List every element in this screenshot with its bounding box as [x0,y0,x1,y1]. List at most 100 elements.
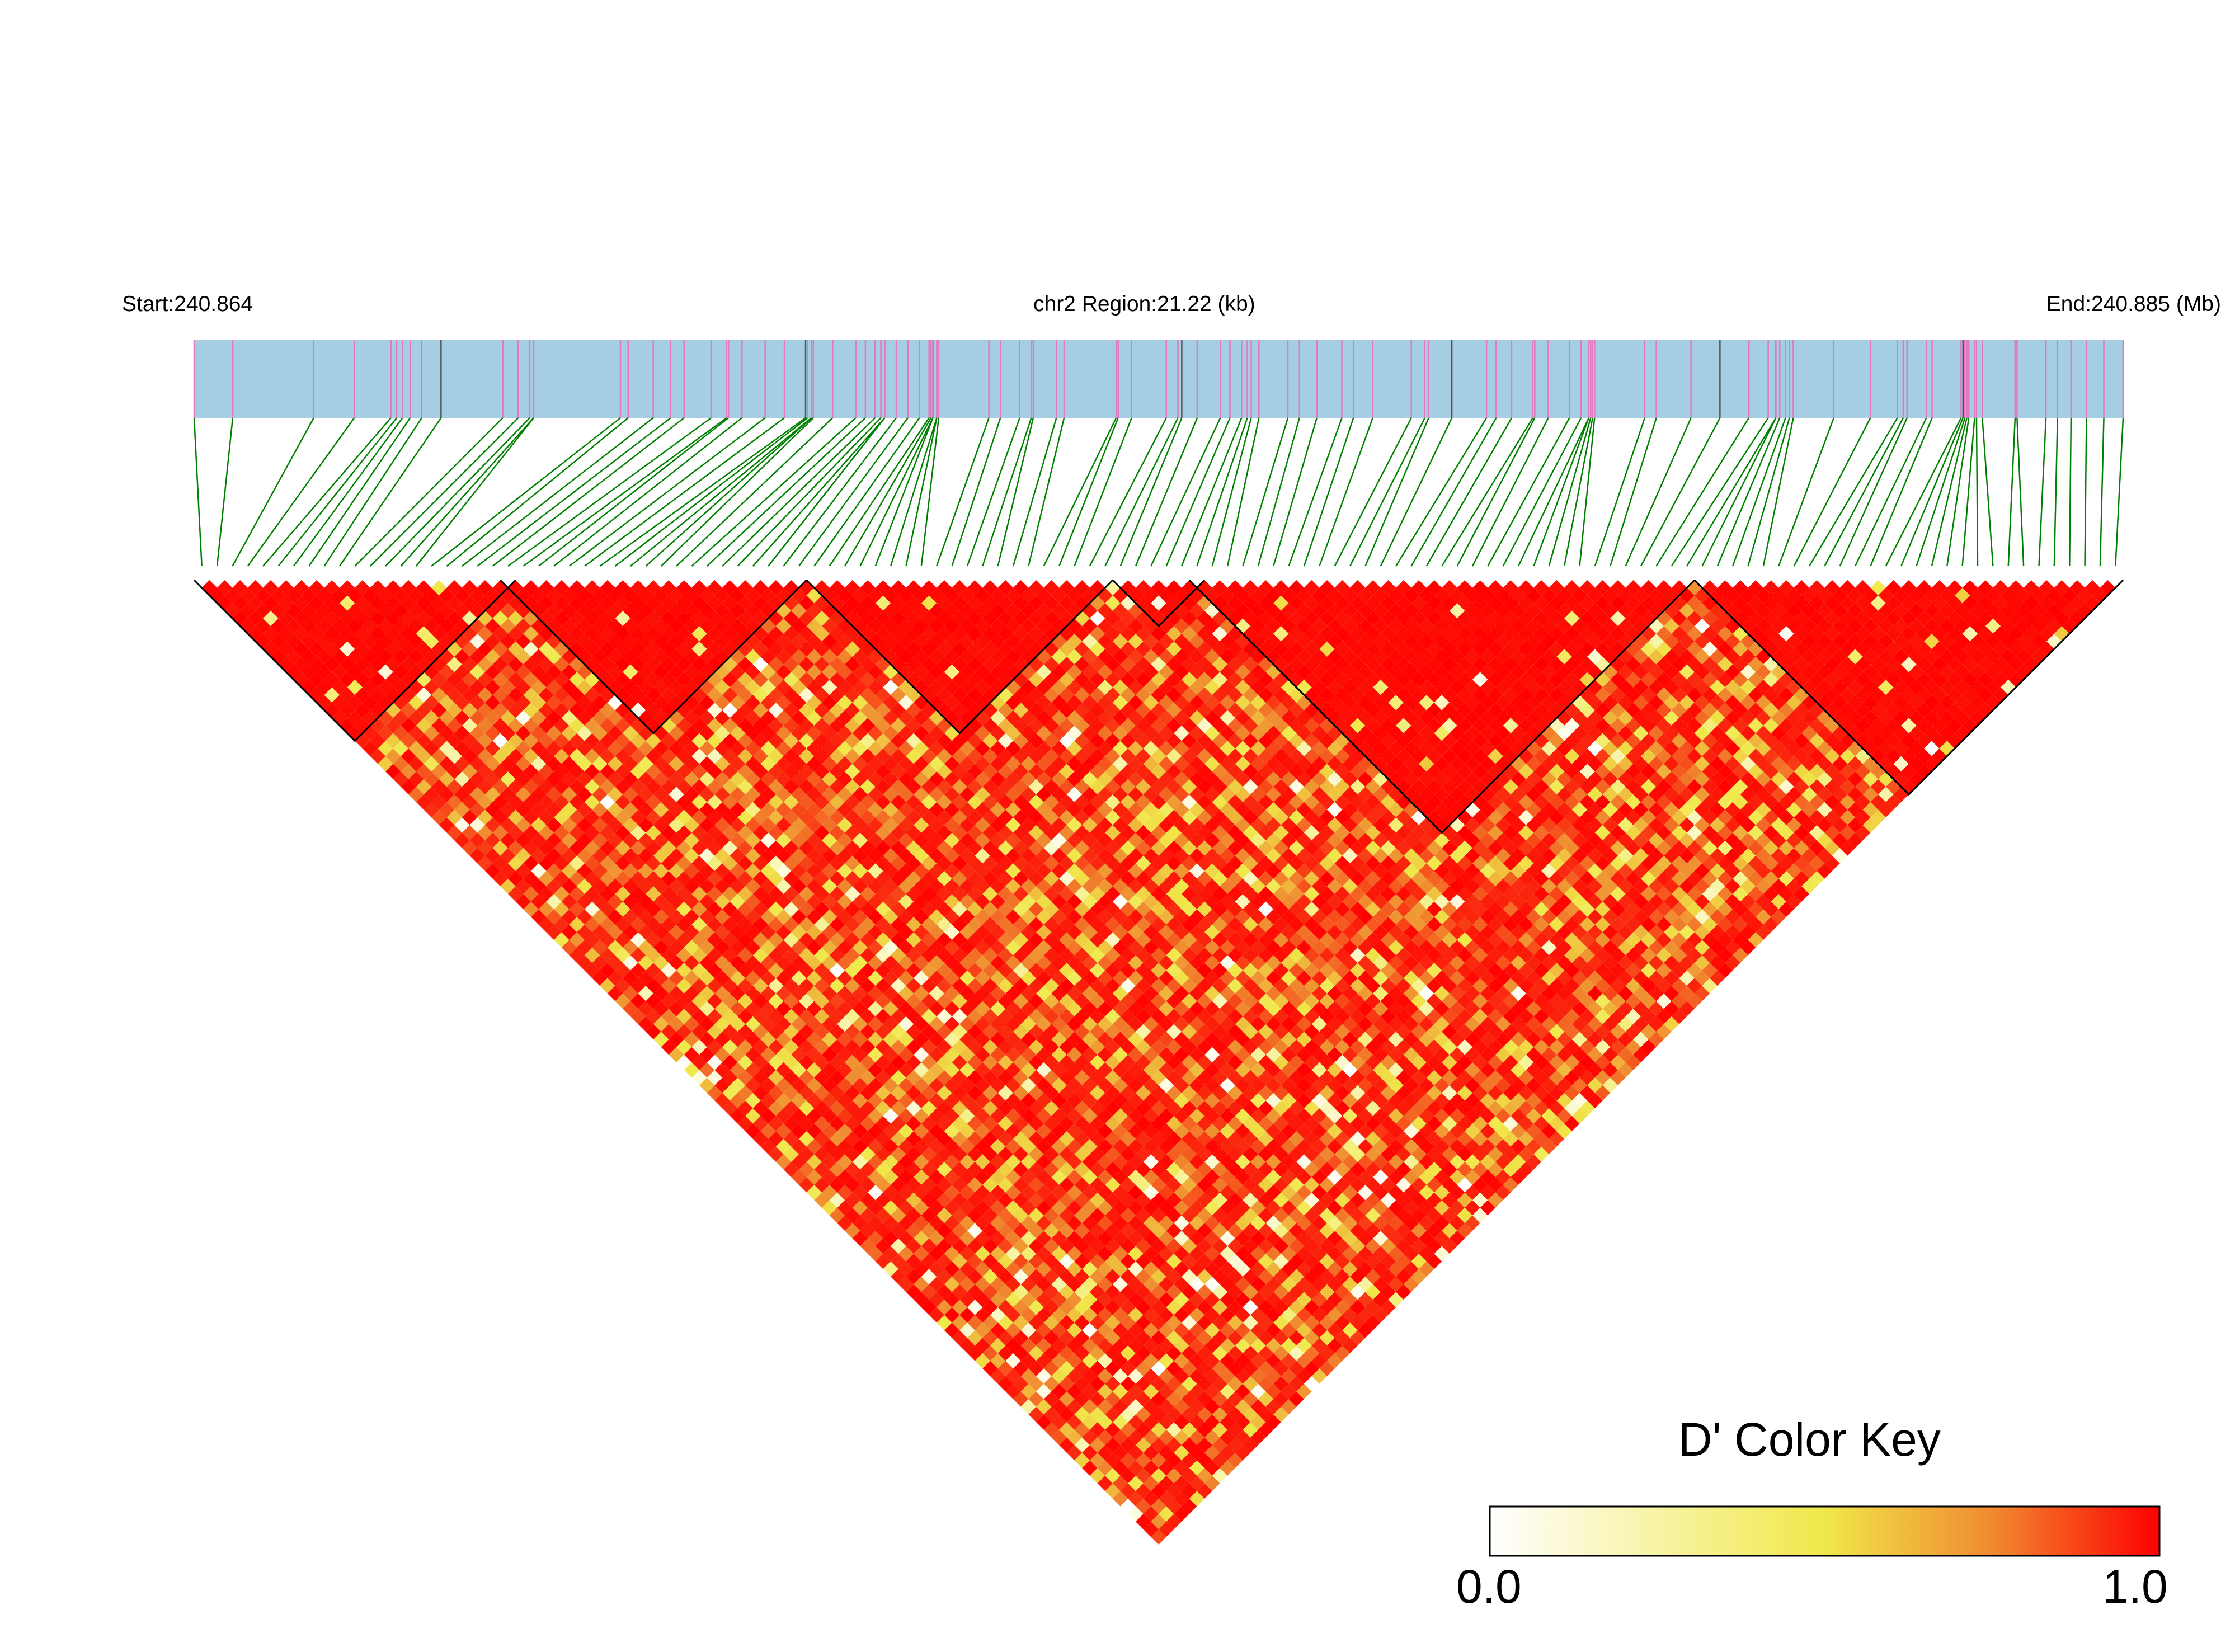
snp-connector [1349,417,1425,567]
ld-cell [439,664,455,680]
snp-connector [645,417,812,567]
ld-cell [385,764,401,779]
ld-cell [1128,1460,1144,1476]
ld-cell [1204,1429,1220,1446]
ld-cell [523,840,539,856]
ld-cell [684,970,700,986]
ld-cell [363,649,378,665]
ld-cell [1182,1468,1197,1484]
ld-cell [975,1322,990,1338]
ld-cell [363,741,378,756]
snp-connector [1410,417,1497,567]
ld-cell [638,940,653,956]
ld-cell [401,718,416,733]
ld-cell [914,1154,929,1170]
ld-cell [959,1215,975,1231]
ld-cell [997,1223,1014,1239]
ld-cell [684,1062,700,1078]
ld-cell [247,580,264,596]
ld-cell [1082,1322,1098,1338]
ld-cell [952,1192,967,1208]
ld-cell [484,787,501,802]
ld-cell [1059,1376,1075,1392]
ld-cell [1128,1414,1144,1430]
ld-cell [1182,1498,1197,1514]
ld-cell [829,1161,845,1178]
ld-cell [347,649,363,665]
ld-cell [997,1361,1014,1376]
ld-cell [370,656,386,672]
ld-cell [484,710,501,726]
snp-connector [1273,417,1318,567]
ld-cell [707,1085,723,1101]
ld-cell [768,1070,784,1086]
ld-cell [707,1024,723,1039]
ld-cell [914,1200,929,1216]
ld-cell [829,1070,845,1086]
snp-connector [2038,417,2047,567]
ld-cell [378,741,393,756]
ld-cell [1120,1391,1136,1407]
ld-cell [424,741,439,756]
ld-cell [768,1100,784,1116]
snp-connector [1747,417,1790,567]
ld-cell [638,1016,653,1032]
ld-cell [775,1138,792,1155]
ld-cell [546,863,562,879]
ld-cell [577,848,592,864]
ld-cell [623,970,638,986]
ld-cell [752,1116,769,1132]
ld-cell [1036,1277,1052,1292]
ld-cell [293,626,309,642]
ld-cell [791,1047,807,1062]
ld-cell [814,1055,830,1070]
ld-cell [760,970,776,986]
ld-cell [339,656,355,672]
ld-cell [952,1223,967,1239]
ld-cell [316,633,332,649]
ld-cell [752,1070,769,1086]
ld-cell [286,649,302,665]
ld-cell [1105,1437,1121,1453]
ld-cell [975,1200,990,1216]
ld-cell [416,687,432,703]
ld-cell [600,901,615,917]
ld-cell [492,825,508,841]
snp-connector [1517,417,1590,567]
ld-cell [684,924,700,940]
ld-cell [1020,1246,1037,1262]
ld-cell [661,1009,676,1024]
ld-cell [492,870,508,887]
ld-cell [768,1009,784,1024]
ld-cell [507,886,524,902]
ld-cell [921,1300,937,1315]
ld-cell [446,809,462,825]
ld-cell [1043,1284,1060,1300]
ld-cell [584,809,600,825]
ld-cell [997,1269,1014,1284]
ld-cell [515,817,531,833]
ld-cell [952,1284,967,1300]
ld-cell [247,595,264,611]
ld-cell [531,756,547,772]
ld-cell [952,1254,967,1269]
ld-cell [1105,1406,1121,1423]
ld-cell [439,771,455,787]
ld-cell [829,1100,845,1116]
ld-cell [454,741,470,756]
ld-cell [891,1131,906,1147]
ld-cell [959,1322,975,1338]
ld-cell [891,1116,906,1132]
ld-cell [1135,1437,1151,1453]
ld-cell [1089,1330,1105,1346]
ld-cell [347,587,363,604]
ld-cell [546,771,562,787]
ld-cell [914,1246,929,1262]
ld-cell [707,1009,723,1024]
ld-cell [1182,1437,1197,1453]
ld-cell [1066,1338,1083,1353]
ld-cell [982,1361,998,1376]
ld-cell [500,802,516,818]
ld-cell [914,1123,929,1139]
